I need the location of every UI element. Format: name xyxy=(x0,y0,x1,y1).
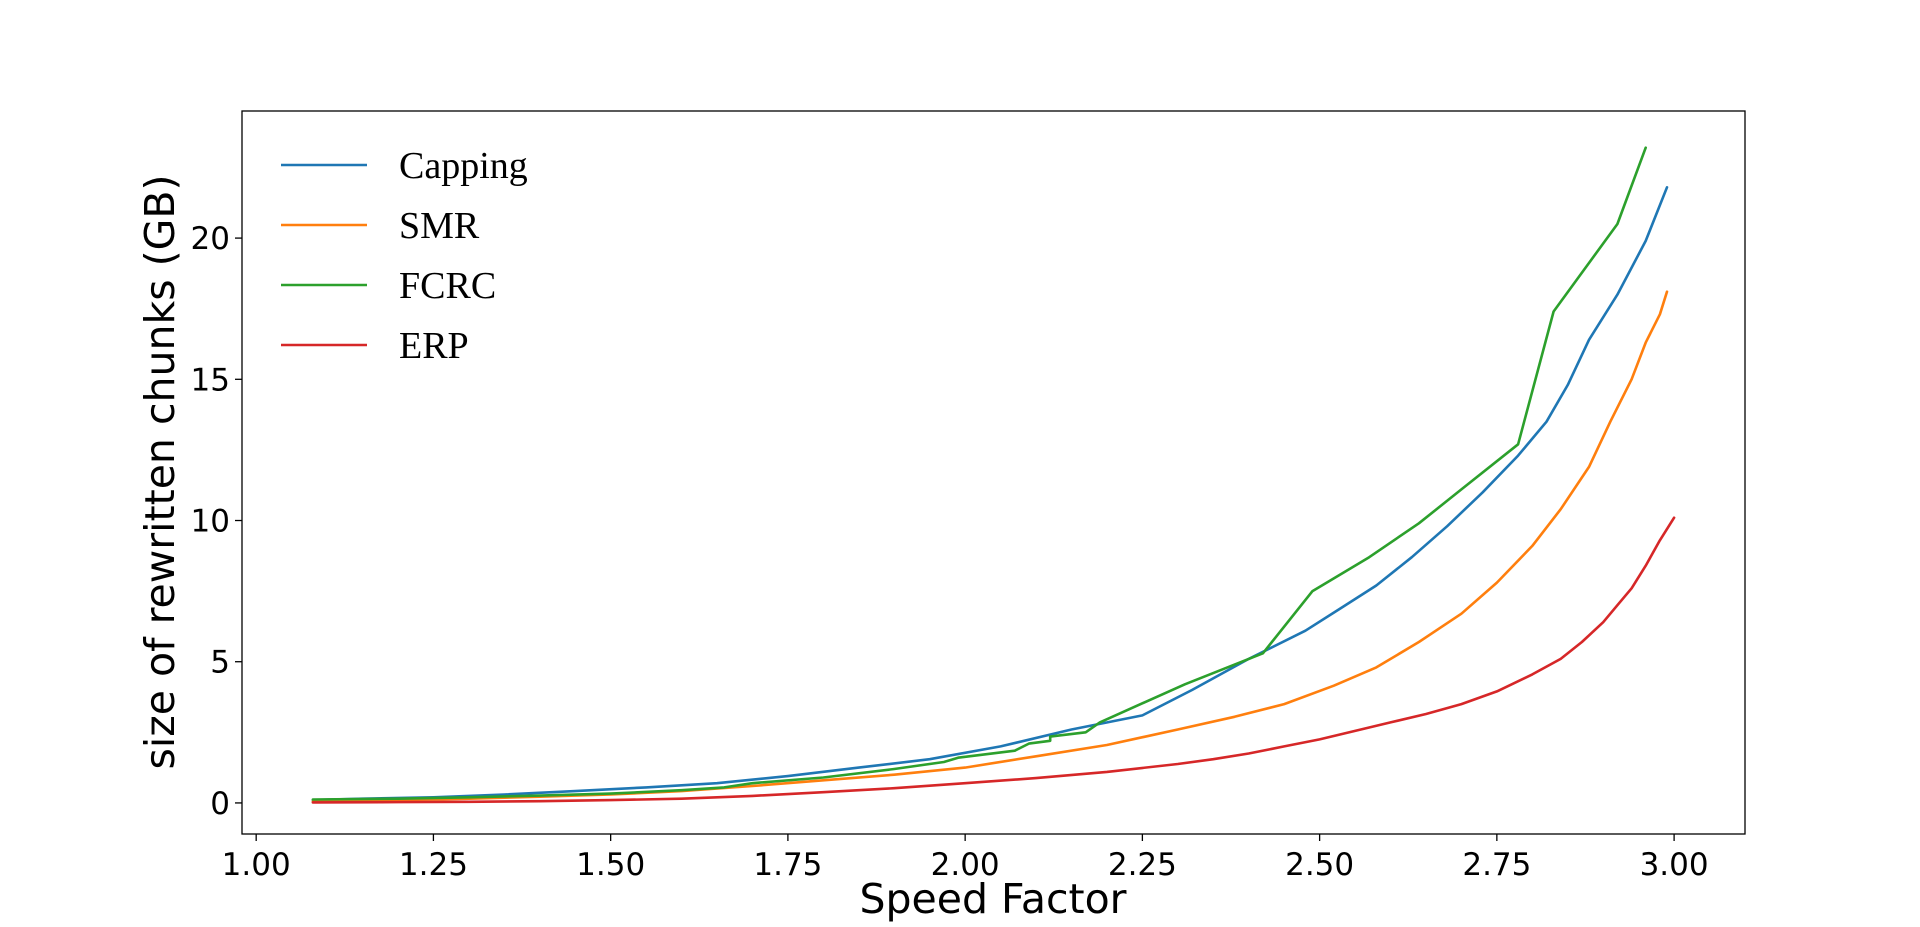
legend-label: SMR xyxy=(399,205,480,247)
series-line-smr xyxy=(311,290,1669,803)
legend-item-smr: SMR xyxy=(281,205,480,247)
legend-item-capping: Capping xyxy=(281,145,528,187)
legend-label: ERP xyxy=(399,325,469,367)
legend-item-fcrc: FCRC xyxy=(281,265,496,307)
x-tick-label: 1.75 xyxy=(753,847,822,883)
series-layer xyxy=(311,146,1676,804)
y-tick-label: 20 xyxy=(191,221,230,257)
x-tick-label: 3.00 xyxy=(1640,847,1709,883)
x-tick-label: 1.00 xyxy=(222,847,291,883)
y-tick-label: 15 xyxy=(191,362,230,398)
y-axis-title: size of rewritten chunks (GB) xyxy=(136,175,184,770)
ticks-layer: 1.00 1.25 1.50 1.75 2.00 2.25 2.50 2.75 3.00 0 5 10… xyxy=(191,221,1709,883)
x-axis-title: Speed Factor xyxy=(859,875,1126,923)
y-tick-label: 0 xyxy=(210,786,230,822)
series-line-erp xyxy=(311,516,1676,804)
legend-label: Capping xyxy=(399,145,528,187)
legend-item-erp: ERP xyxy=(281,325,469,367)
legend-label: FCRC xyxy=(399,265,496,307)
x-tick-label: 2.00 xyxy=(931,847,1000,883)
x-tick-label: 2.25 xyxy=(1108,847,1177,883)
series-line-capping xyxy=(311,186,1669,802)
x-tick-label: 2.50 xyxy=(1285,847,1354,883)
x-tick-label: 1.25 xyxy=(399,847,468,883)
y-tick-label: 5 xyxy=(210,645,230,681)
legend: Capping SMR FCRC ERP xyxy=(281,145,528,367)
series-line-fcrc xyxy=(311,146,1647,801)
y-tick-label: 10 xyxy=(191,504,230,540)
plot-frame xyxy=(241,110,1746,835)
x-tick-label: 1.50 xyxy=(576,847,645,883)
x-tick-label: 2.75 xyxy=(1462,847,1531,883)
